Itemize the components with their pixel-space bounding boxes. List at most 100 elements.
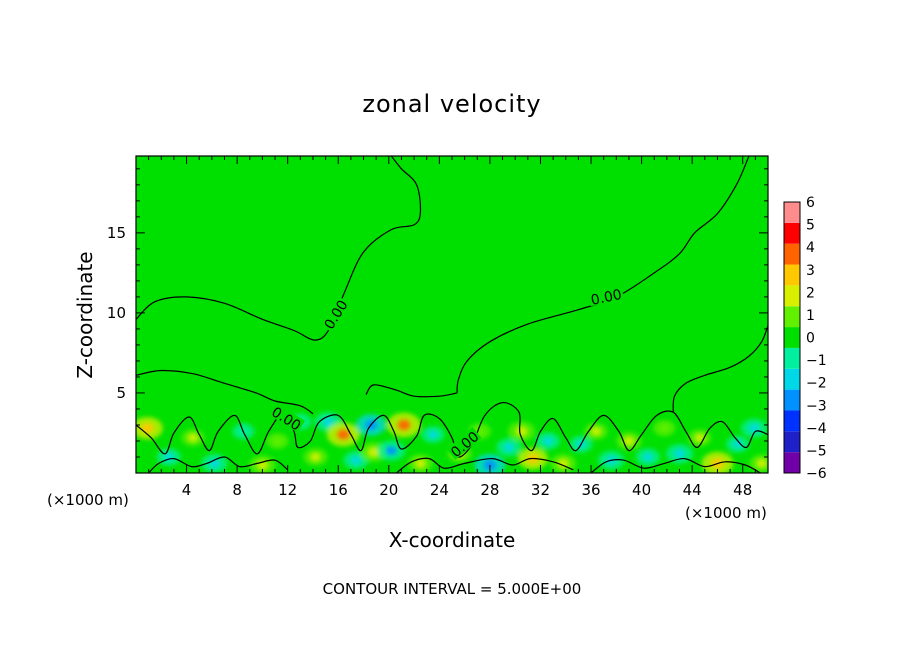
colorbar-swatch (784, 202, 800, 223)
y-tick: 5 (116, 384, 768, 402)
colorbar-swatch (784, 389, 800, 411)
heatmap-cell-core (732, 440, 743, 449)
colorbar-swatch (784, 243, 800, 265)
contour-line (136, 401, 768, 458)
x-tick: 20 (379, 156, 398, 499)
colorbar-swatch (784, 347, 800, 369)
svg-text:48: 48 (733, 481, 752, 499)
heatmap-cell-core (557, 458, 569, 468)
heatmap-cell-core (623, 436, 635, 446)
colorbar-label: 1 (806, 308, 815, 324)
contour-line (590, 457, 761, 473)
contour-line (136, 369, 314, 415)
contour-label: 0.00 (587, 285, 625, 309)
svg-text:24: 24 (430, 481, 449, 499)
colorbar-label: −6 (806, 466, 827, 482)
heatmap-cell-core (483, 459, 497, 471)
x-tick: 16 (329, 156, 348, 499)
heatmap-cell-core (141, 422, 154, 434)
svg-text:10: 10 (107, 304, 126, 322)
x-tick: 24 (430, 156, 449, 499)
colorbar-label: −3 (806, 398, 827, 414)
svg-text:36: 36 (581, 481, 600, 499)
colorbar-swatch (784, 431, 800, 453)
heatmap-cell-core (336, 428, 351, 441)
colorbar-label: −4 (806, 421, 827, 437)
y-axis-label: Z-coordinate (73, 251, 97, 378)
y-axis: 5 10 15 (107, 168, 768, 458)
heatmap-cell-core (350, 455, 362, 465)
svg-text:5: 5 (116, 384, 126, 402)
contour-line (672, 325, 768, 413)
x-units-right: (×1000 m) (685, 504, 767, 522)
colorbar-label: 5 (806, 218, 815, 234)
colorbar-label: −5 (806, 443, 827, 459)
colorbar: −6 −5 −4 −3 −2 −1 0 1 2 3 4 5 6 (783, 195, 827, 482)
plot-background (136, 156, 768, 473)
heatmap-cell-core (503, 443, 515, 452)
heatmap-cell-core (642, 452, 653, 462)
colorbar-swatch (784, 327, 800, 348)
x-axis: 4 8 12 16 20 24 28 32 36 40 44 48 (148, 156, 756, 499)
contour-lines (136, 156, 768, 473)
x-axis-label: X-coordinate (389, 528, 516, 552)
colorbar-swatch (784, 368, 800, 390)
heatmap-cell-core (673, 449, 686, 459)
heatmap-cell-core (515, 426, 528, 437)
svg-text:40: 40 (632, 481, 651, 499)
colorbar-frame (783, 201, 801, 474)
heatmap-cell-core (415, 459, 426, 468)
colorbar-label: 0 (806, 331, 815, 347)
svg-text:28: 28 (480, 481, 499, 499)
colorbar-label: 3 (806, 263, 815, 279)
heatmap-cell-core (695, 433, 705, 442)
plot-area: 0.00 0.000.000.00 4 8 12 16 20 24 28 32 36 40 44 48 … (107, 155, 769, 499)
colorbar-label: −2 (806, 376, 827, 392)
x-tick: 4 (182, 156, 192, 499)
colorbar-label: 2 (806, 285, 815, 301)
colorbar-swatch (784, 452, 800, 473)
svg-text:4: 4 (182, 481, 192, 499)
contour-line (365, 384, 458, 398)
svg-text:8: 8 (232, 481, 242, 499)
colorbar-swatch (784, 306, 800, 328)
x-tick: 40 (632, 156, 651, 499)
colorbar-swatch (784, 222, 800, 244)
x-tick: 48 (733, 156, 752, 499)
svg-text:15: 15 (107, 224, 126, 242)
heatmap-cell-core (368, 447, 380, 457)
x-tick: 44 (683, 156, 702, 499)
x-tick: 28 (480, 156, 499, 499)
y-tick: 15 (107, 224, 768, 242)
x-tick: 12 (278, 156, 297, 499)
svg-text:44: 44 (683, 481, 702, 499)
contour-line (396, 457, 574, 473)
svg-text:20: 20 (379, 481, 398, 499)
x-tick: 8 (232, 156, 242, 499)
colorbar-swatch (784, 410, 800, 432)
contour-line (148, 456, 289, 473)
svg-text:16: 16 (329, 481, 348, 499)
heatmap-cell-core (756, 459, 767, 468)
heatmap-cell-core (428, 430, 438, 439)
heatmap-cell-core (188, 433, 198, 442)
svg-text:12: 12 (278, 481, 297, 499)
colorbar-swatch (784, 285, 800, 307)
colorbar-swatch (784, 264, 800, 286)
heatmap-cell-core (322, 417, 334, 427)
heatmap-cell-core (659, 424, 669, 433)
x-tick: 32 (531, 156, 550, 499)
y-tick: 10 (107, 304, 768, 322)
heatmap-cell-core (397, 419, 411, 431)
heatmap-field (136, 411, 768, 473)
colorbar-label: 6 (806, 195, 815, 211)
heatmap-cell-core (310, 452, 321, 462)
heatmap-cell-core (591, 427, 601, 436)
heatmap-cell-core (543, 436, 553, 446)
x-tick: 36 (581, 156, 601, 499)
svg-text:0.00: 0.00 (590, 287, 624, 309)
heatmap-cell-core (385, 445, 398, 456)
contour-interval-note: CONTOUR INTERVAL = 5.000E+00 (323, 580, 582, 598)
x-units-left: (×1000 m) (47, 491, 129, 509)
